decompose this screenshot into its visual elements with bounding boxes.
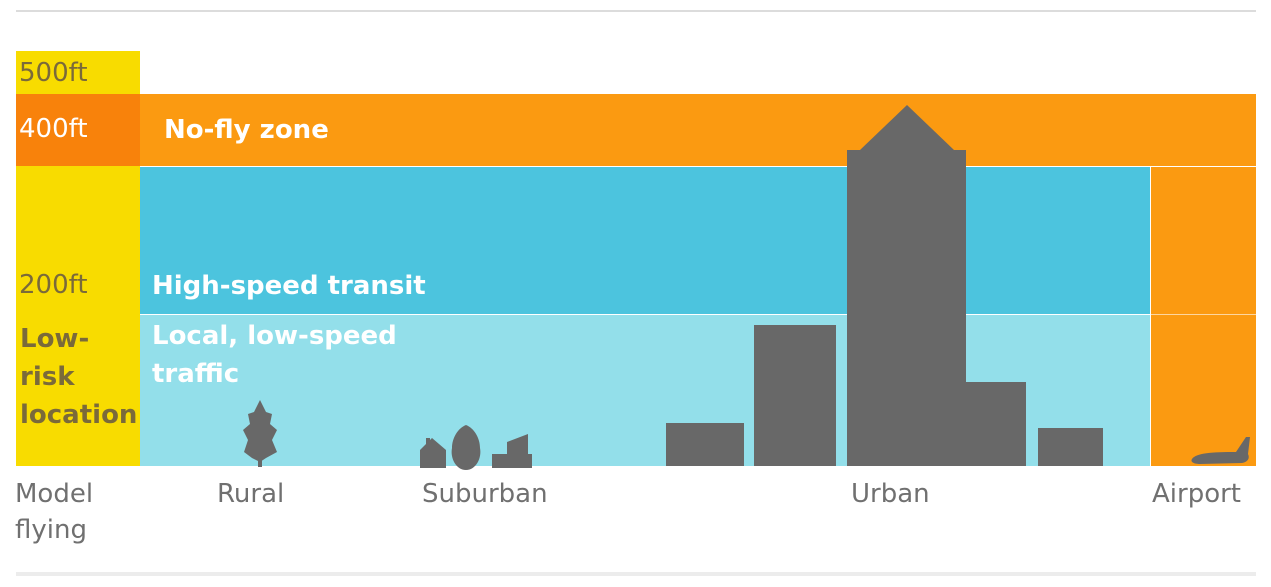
- building-low-right: [1038, 428, 1103, 466]
- area-urban: Urban: [851, 479, 930, 509]
- tree-icon: [243, 400, 277, 467]
- no-fly-band: [140, 94, 1256, 166]
- shed-icon: [492, 434, 532, 468]
- area-model-flying: Model flying: [15, 479, 94, 545]
- tower-building: [847, 105, 966, 466]
- airplane-icon: [1191, 437, 1250, 464]
- building-right: [966, 382, 1026, 466]
- altitude-400: 400ft: [19, 114, 88, 144]
- bottom-divider: [16, 572, 1256, 576]
- building-low-left: [666, 423, 744, 466]
- high-speed-transit-label: High-speed transit: [152, 271, 426, 301]
- bush-icon: [451, 425, 481, 470]
- building-mid: [754, 325, 836, 466]
- low-risk-label: Low-risk location: [20, 324, 138, 430]
- altitude-200: 200ft: [19, 270, 88, 300]
- local-traffic-label: Local, low-speed traffic: [152, 321, 397, 389]
- area-suburban: Suburban: [422, 479, 548, 509]
- altitude-500: 500ft: [19, 58, 88, 88]
- high-speed-band: [140, 167, 1150, 314]
- area-rural: Rural: [217, 479, 285, 509]
- top-divider: [16, 10, 1256, 12]
- no-fly-altitude-cell: [16, 94, 140, 166]
- area-airport: Airport: [1152, 479, 1241, 509]
- no-fly-zone-label: No-fly zone: [164, 115, 329, 145]
- house-icon: [420, 438, 446, 468]
- airport-zone: [1151, 167, 1256, 466]
